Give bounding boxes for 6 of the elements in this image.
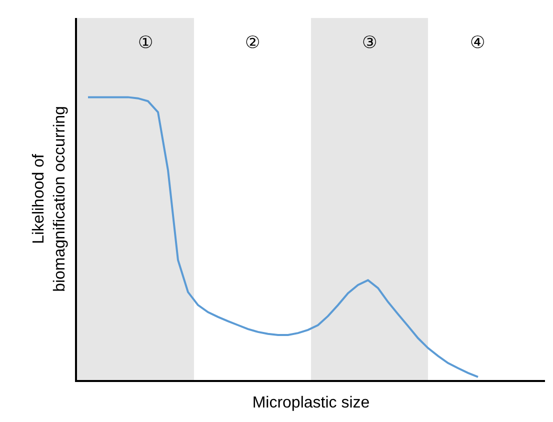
text: ②: [245, 33, 260, 53]
text: ③: [362, 33, 378, 53]
y-axis-title: Likelihood of biomagnification occurring: [30, 106, 68, 292]
x-axis-title: Microplastic size: [252, 394, 370, 412]
text: ①: [138, 33, 154, 53]
text: ④: [470, 33, 486, 53]
